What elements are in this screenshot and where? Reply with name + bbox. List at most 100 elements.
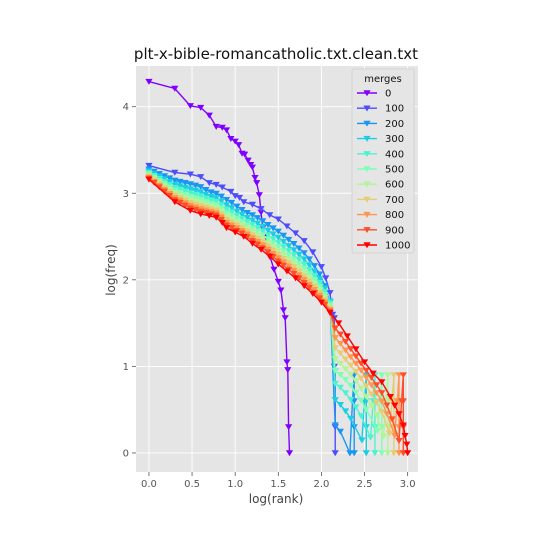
legend-label: 400	[385, 149, 404, 160]
data-point	[238, 230, 246, 237]
data-point	[197, 104, 205, 111]
data-point	[266, 253, 274, 260]
data-point	[253, 180, 261, 187]
data-point	[300, 273, 308, 280]
data-point	[305, 267, 313, 274]
data-point	[244, 157, 252, 164]
data-point	[341, 338, 350, 345]
data-point	[352, 353, 360, 360]
legend-marker	[363, 105, 371, 112]
data-point	[270, 266, 278, 273]
data-point	[274, 258, 282, 265]
data-point	[227, 136, 235, 142]
data-point	[197, 189, 205, 196]
data-point	[228, 213, 236, 220]
data-point	[295, 265, 303, 272]
data-point	[295, 272, 303, 279]
data-point	[181, 184, 189, 191]
data-point	[269, 236, 277, 243]
data-point	[378, 450, 386, 457]
data-point	[300, 261, 308, 268]
data-point	[384, 372, 392, 379]
legend-label: 700	[385, 195, 404, 206]
data-point	[212, 198, 220, 205]
legend-label: 0	[385, 89, 391, 100]
data-point	[341, 390, 350, 397]
data-point	[222, 127, 231, 134]
data-point	[291, 230, 300, 237]
data-point	[171, 169, 179, 176]
data-point	[357, 375, 365, 382]
series-layer	[145, 78, 412, 457]
data-point	[176, 183, 184, 190]
data-point	[253, 235, 262, 242]
x-tick-label: 0.5	[184, 479, 200, 490]
data-point	[217, 198, 225, 205]
data-point	[279, 252, 288, 259]
data-point	[352, 368, 360, 375]
data-point	[279, 248, 288, 255]
data-point	[269, 240, 277, 247]
data-point	[279, 255, 288, 262]
legend-marker	[363, 211, 371, 218]
data-point	[390, 372, 398, 379]
x-tick-label: 1.5	[270, 479, 286, 490]
data-point	[347, 362, 355, 369]
legend-marker	[363, 181, 371, 188]
data-point	[300, 269, 308, 276]
data-point	[253, 228, 262, 235]
data-point	[309, 290, 317, 297]
data-point	[274, 239, 282, 246]
series-1000	[145, 176, 412, 457]
chart-title: plt-x-bible-romancatholic.txt.clean.txt	[134, 45, 418, 63]
data-point	[238, 211, 246, 218]
data-point	[316, 271, 324, 278]
data-point	[295, 268, 303, 275]
data-point	[362, 450, 370, 457]
data-point	[238, 219, 246, 226]
data-point	[233, 216, 241, 223]
data-point	[300, 250, 308, 257]
data-point	[378, 398, 386, 405]
data-point	[362, 393, 370, 400]
data-point	[274, 278, 282, 285]
data-point	[373, 382, 381, 389]
data-point	[186, 103, 194, 110]
data-point	[310, 283, 319, 290]
data-point	[347, 382, 355, 389]
data-point	[160, 173, 169, 180]
data-point	[197, 196, 205, 203]
data-point	[331, 335, 339, 341]
legend-marker	[363, 135, 371, 142]
data-point	[373, 399, 381, 406]
data-point	[290, 241, 298, 247]
data-point	[218, 124, 226, 131]
data-point	[336, 350, 344, 357]
data-point	[373, 412, 381, 418]
legend-marker	[363, 242, 371, 249]
data-point	[285, 252, 293, 259]
data-point	[331, 422, 339, 429]
legend-marker	[363, 166, 371, 173]
data-point	[217, 193, 225, 200]
data-point	[186, 193, 194, 200]
data-point	[321, 301, 329, 308]
data-point	[231, 138, 239, 145]
data-point	[279, 238, 288, 245]
data-point	[350, 424, 358, 431]
data-point	[279, 232, 288, 239]
data-point	[362, 367, 370, 374]
data-point	[274, 255, 282, 262]
data-point	[305, 275, 313, 282]
legend-marker	[363, 196, 371, 203]
data-point	[300, 276, 308, 283]
data-point	[331, 380, 339, 387]
data-point	[279, 307, 288, 314]
data-point	[316, 280, 324, 287]
data-point	[191, 191, 200, 198]
data-point	[290, 267, 298, 274]
data-point	[218, 184, 226, 191]
data-point	[248, 221, 257, 228]
data-point	[341, 366, 350, 373]
